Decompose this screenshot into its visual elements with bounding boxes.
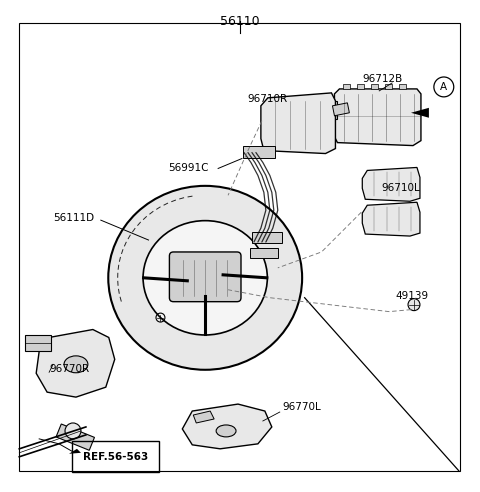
Text: 96712B: 96712B <box>362 74 403 84</box>
Bar <box>357 84 364 89</box>
Polygon shape <box>322 101 337 119</box>
Bar <box>243 146 275 157</box>
Polygon shape <box>193 411 214 423</box>
FancyBboxPatch shape <box>169 252 241 302</box>
Ellipse shape <box>216 425 236 437</box>
Text: 96770L: 96770L <box>283 402 322 412</box>
Polygon shape <box>411 108 429 118</box>
Bar <box>385 84 392 89</box>
Circle shape <box>65 423 81 439</box>
Text: A: A <box>440 82 447 92</box>
Text: 56110: 56110 <box>220 15 260 29</box>
Bar <box>56 424 95 450</box>
Polygon shape <box>182 404 272 449</box>
Text: 96710R: 96710R <box>247 94 287 104</box>
Polygon shape <box>69 449 81 454</box>
Polygon shape <box>335 89 421 146</box>
Ellipse shape <box>64 356 88 373</box>
Bar <box>252 232 282 243</box>
Bar <box>371 84 378 89</box>
Polygon shape <box>362 202 420 236</box>
Text: 56991C: 56991C <box>168 163 209 174</box>
Polygon shape <box>36 330 115 397</box>
Ellipse shape <box>143 220 267 335</box>
Text: REF.56-563: REF.56-563 <box>83 452 148 462</box>
Bar <box>399 84 406 89</box>
Text: 96770R: 96770R <box>49 364 89 374</box>
Text: 96710L: 96710L <box>381 184 420 193</box>
Circle shape <box>434 77 454 97</box>
Text: 56111D: 56111D <box>53 213 94 223</box>
Bar <box>250 248 278 258</box>
Polygon shape <box>333 103 349 116</box>
Circle shape <box>408 299 420 310</box>
Text: 49139: 49139 <box>395 291 428 301</box>
Bar <box>343 84 350 89</box>
Bar <box>25 336 51 351</box>
Polygon shape <box>362 167 420 201</box>
Ellipse shape <box>108 186 302 370</box>
Polygon shape <box>261 93 336 154</box>
